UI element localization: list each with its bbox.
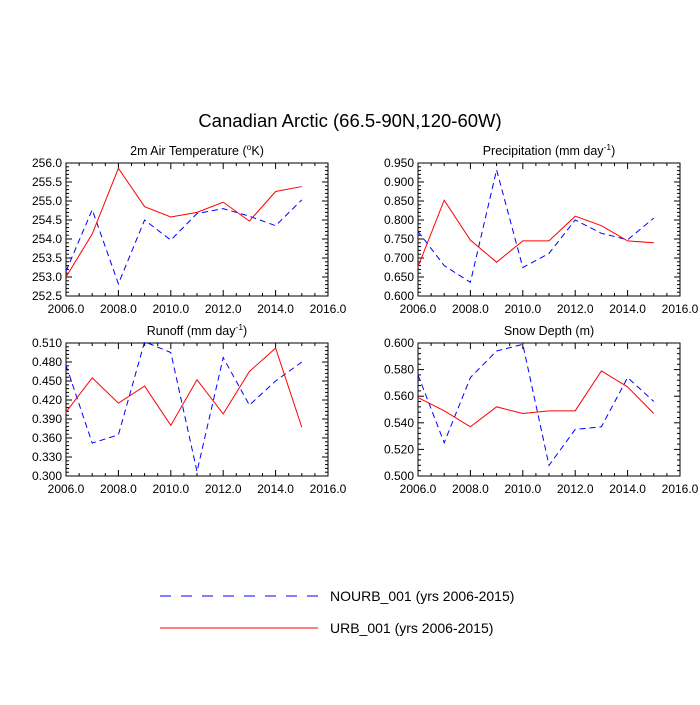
y-tick-label: 0.750 — [384, 232, 414, 246]
y-tick-label: 0.500 — [384, 469, 414, 483]
x-tick-label: 2006.0 — [48, 482, 85, 496]
panel-1: 2m Air Temperature (oK) 2006.0 2008.0 2010.… — [32, 142, 347, 316]
panel-2: Precipitation (mm day-1) 2006.0 2008.0 2010… — [384, 142, 699, 316]
panel-4: Snow Depth (m) 2006.0 2008.0 2010.0 2012.0 20… — [384, 324, 699, 496]
plot-frame — [65, 342, 329, 477]
panel-title-text: Precipitation (mm day — [483, 144, 605, 158]
y-tick-label: 0.330 — [32, 450, 62, 464]
y-tick-label: 0.700 — [384, 251, 414, 265]
x-tick-label: 2008.0 — [452, 482, 489, 496]
urb-series-line — [65, 347, 303, 428]
legend-item: NOURB_001 (yrs 2006-2015) — [160, 588, 514, 604]
y-tick-label: 254.5 — [32, 213, 62, 227]
panel-3: Runoff (mm day-1) 2006.0 2008.0 2010.0 2012.… — [32, 322, 347, 496]
y-tick-label: 0.390 — [32, 412, 62, 426]
x-tick-label: 2010.0 — [152, 482, 189, 496]
x-tick-label: 2014.0 — [609, 482, 646, 496]
panel-title: Runoff (mm day-1) — [147, 322, 247, 338]
x-tick-label: 2008.0 — [100, 482, 137, 496]
panel-title-text: 2m Air Temperature ( — [130, 144, 247, 158]
panel-title-text: Runoff (mm day — [147, 324, 236, 338]
plot-frame — [65, 162, 329, 297]
panel-title-superscript: -1 — [235, 322, 243, 332]
y-tick-label: 0.950 — [384, 156, 414, 170]
x-tick-label: 2012.0 — [557, 482, 594, 496]
x-tick-label: 2008.0 — [100, 302, 137, 316]
y-tick-label: 0.580 — [384, 363, 414, 377]
y-tick-label: 0.800 — [384, 213, 414, 227]
nourb-series-line — [417, 169, 655, 284]
x-tick-label: 2016.0 — [662, 482, 699, 496]
legend: NOURB_001 (yrs 2006-2015) URB_001 (yrs 20… — [160, 588, 514, 636]
x-tick-label: 2012.0 — [205, 302, 242, 316]
panel-title-text: Snow Depth (m) — [504, 324, 594, 338]
figure-title: Canadian Arctic (66.5-90N,120-60W) — [198, 110, 501, 131]
y-tick-label: 253.0 — [32, 270, 62, 284]
x-tick-label: 2014.0 — [257, 482, 294, 496]
panels: 2m Air Temperature (oK) 2006.0 2008.0 2010.… — [32, 142, 699, 496]
y-tick-label: 0.480 — [32, 355, 62, 369]
legend-label: NOURB_001 (yrs 2006-2015) — [330, 588, 514, 604]
y-tick-label: 252.5 — [32, 289, 62, 303]
urb-series-line — [417, 370, 655, 428]
x-tick-label: 2014.0 — [609, 302, 646, 316]
panel-title-text-end: ) — [611, 144, 615, 158]
legend-item: URB_001 (yrs 2006-2015) — [160, 620, 493, 636]
y-tick-label: 255.0 — [32, 194, 62, 208]
y-tick-label: 256.0 — [32, 156, 62, 170]
y-tick-label: 0.510 — [32, 336, 62, 350]
x-tick-label: 2010.0 — [504, 482, 541, 496]
legend-label: URB_001 (yrs 2006-2015) — [330, 620, 493, 636]
panel-title: 2m Air Temperature (oK) — [130, 142, 264, 158]
y-tick-label: 0.300 — [32, 469, 62, 483]
panel-title-superscript: o — [247, 142, 252, 152]
x-tick-label: 2010.0 — [152, 302, 189, 316]
y-tick-label: 253.5 — [32, 251, 62, 265]
y-tick-label: 0.450 — [32, 374, 62, 388]
panel-title: Snow Depth (m) — [504, 324, 594, 338]
x-tick-label: 2016.0 — [310, 482, 347, 496]
x-tick-label: 2012.0 — [557, 302, 594, 316]
y-tick-label: 0.650 — [384, 270, 414, 284]
y-tick-label: 0.600 — [384, 336, 414, 350]
nourb-series-line — [65, 199, 303, 286]
y-tick-label: 0.560 — [384, 389, 414, 403]
x-tick-label: 2010.0 — [504, 302, 541, 316]
y-tick-label: 254.0 — [32, 232, 62, 246]
urb-series-line — [417, 199, 654, 267]
y-tick-label: 255.5 — [32, 175, 62, 189]
y-tick-label: 0.520 — [384, 442, 414, 456]
y-tick-label: 0.850 — [384, 194, 414, 208]
panel-title-text-end: ) — [243, 324, 247, 338]
x-tick-label: 2008.0 — [452, 302, 489, 316]
y-tick-label: 0.540 — [384, 416, 414, 430]
y-tick-label: 0.900 — [384, 175, 414, 189]
x-tick-label: 2014.0 — [257, 302, 294, 316]
nourb-series-line — [417, 343, 655, 467]
x-tick-label: 2012.0 — [205, 482, 242, 496]
x-tick-label: 2006.0 — [400, 302, 437, 316]
y-tick-label: 0.360 — [32, 431, 62, 445]
x-tick-label: 2016.0 — [310, 302, 347, 316]
urb-series-line — [65, 167, 302, 278]
panel-title-text-end: K) — [251, 144, 264, 158]
y-tick-label: 0.420 — [32, 393, 62, 407]
x-tick-label: 2006.0 — [48, 302, 85, 316]
x-tick-label: 2016.0 — [662, 302, 699, 316]
y-tick-label: 0.600 — [384, 289, 414, 303]
panel-title: Precipitation (mm day-1) — [483, 142, 616, 158]
x-tick-label: 2006.0 — [400, 482, 437, 496]
plot-frame — [417, 342, 681, 477]
panel-title-superscript: -1 — [604, 142, 612, 152]
nourb-series-line — [65, 341, 303, 472]
